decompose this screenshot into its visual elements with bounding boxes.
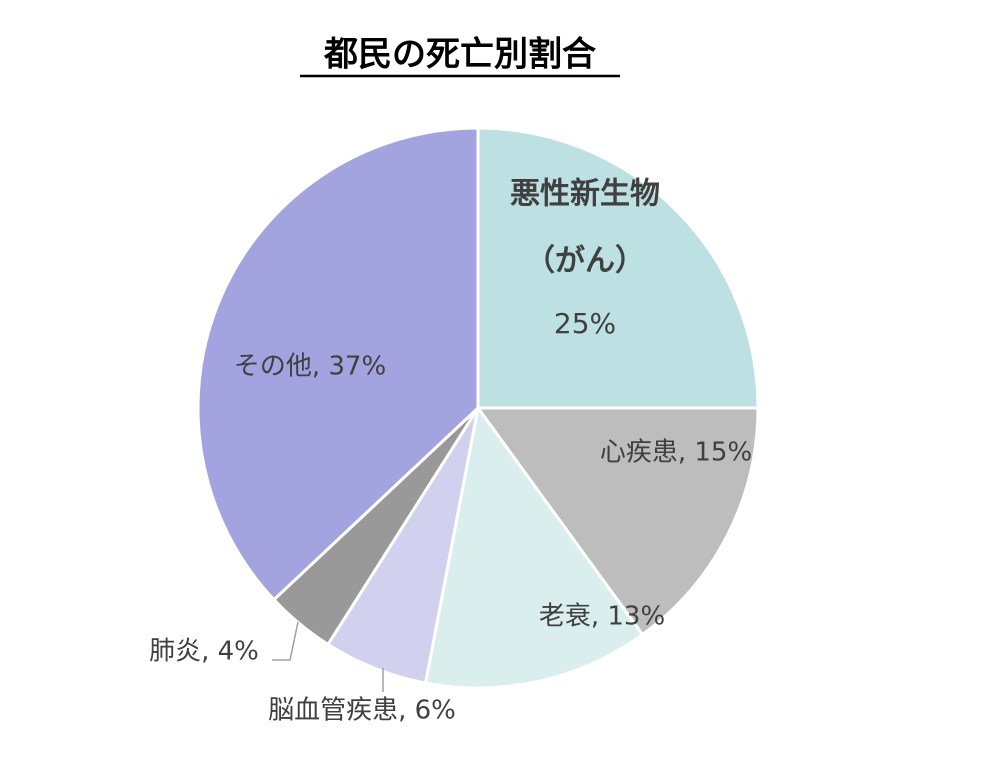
pie-slice [423,404,645,690]
data-label: 心疾患, 15% [600,438,752,468]
pie-slice [196,126,480,602]
data-label: 25% [554,307,616,340]
data-label: 老衰, 13% [539,602,665,632]
pie-slice [476,126,760,410]
leader-line [272,621,299,661]
data-label: その他, 37% [234,352,386,382]
data-label: （がん） [525,244,645,279]
data-label: 悪性新生物 [510,177,660,212]
data-label: 肺炎, 4% [149,637,259,667]
data-label: 脳血管疾患, 6% [268,696,456,726]
pie [196,126,760,690]
pie-slice [475,406,760,637]
chart-title: 都民の死亡別割合 [323,35,596,75]
